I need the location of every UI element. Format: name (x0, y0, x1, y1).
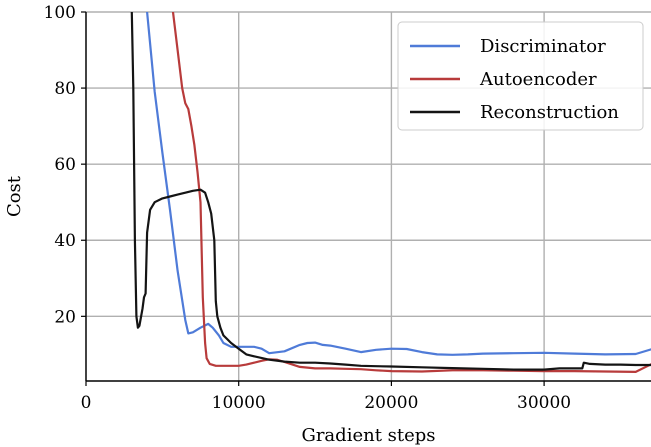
series-line-reconstruction (130, 12, 651, 371)
y-axis-label: Cost (4, 175, 25, 217)
grid (85, 11, 651, 381)
tick-labels: 0 10000 20000 30000 20 40 60 80 100 (44, 3, 572, 413)
series-lines (130, 12, 651, 373)
x-axis-label: Gradient steps (301, 425, 435, 446)
x-tick-label: 0 (81, 393, 92, 413)
y-tick-label: 80 (54, 79, 76, 99)
y-tick-label: 20 (54, 307, 76, 327)
legend-label-reconstruction: Reconstruction (480, 102, 619, 123)
legend-label-autoencoder: Autoencoder (479, 69, 597, 90)
legend-label-discriminator: Discriminator (480, 36, 606, 57)
series-line-autoencoder (171, 12, 651, 373)
x-tick-label: 10000 (212, 393, 266, 413)
legend-box (397, 21, 644, 131)
x-tick-label: 20000 (364, 393, 418, 413)
legend: Discriminator Autoencoder Reconstruction (397, 21, 644, 131)
y-tick-label: 100 (44, 3, 76, 23)
y-tick-label: 60 (54, 155, 76, 175)
x-tick-label: 30000 (517, 393, 571, 413)
y-tick-label: 40 (54, 231, 76, 251)
series-line-discriminator (146, 12, 651, 356)
axes (81, 11, 651, 386)
